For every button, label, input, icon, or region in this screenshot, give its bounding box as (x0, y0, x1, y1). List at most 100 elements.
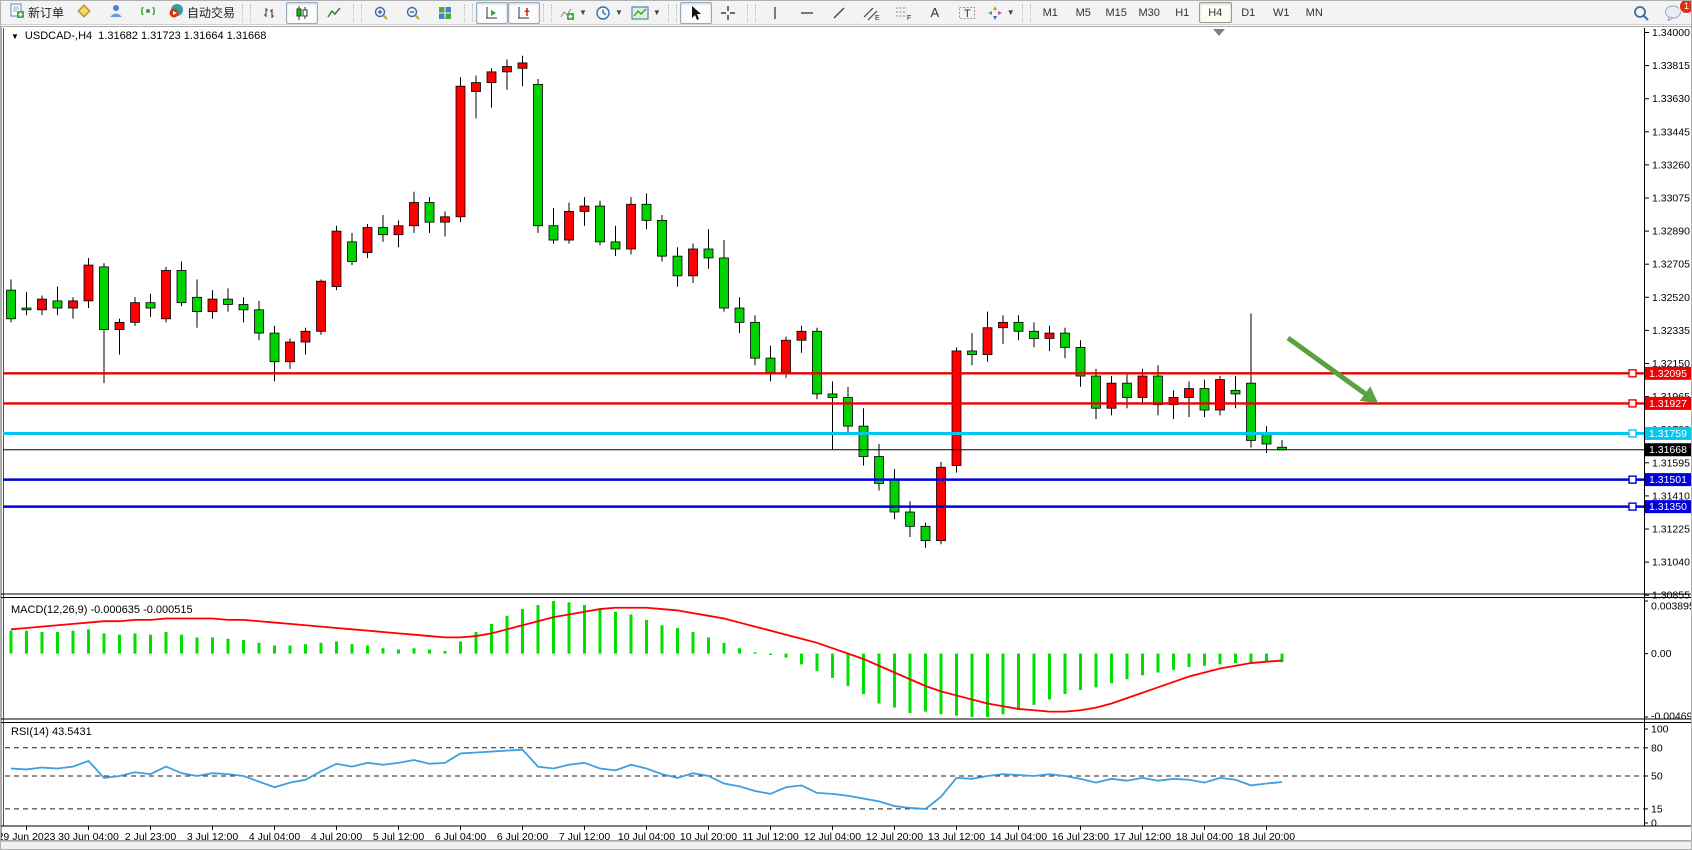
chart-window[interactable]: 1.34000 1.33815 1.33630 1.33445 1.33260 1.330… (1, 26, 1692, 841)
time-tick-label: 29 Jun 2023 (1, 831, 56, 841)
rsi-axis-label: 0 (1651, 818, 1657, 830)
indicators-button[interactable]: ▼ (555, 2, 591, 24)
timeframe-button-M5[interactable]: M5 (1075, 6, 1091, 19)
auto-scroll-button[interactable] (476, 1, 509, 24)
search-button[interactable] (1625, 2, 1657, 24)
timeframe-button-D1[interactable]: D1 (1241, 6, 1256, 19)
price-tick-label: 1.32705 (1652, 259, 1690, 271)
price-badge (1645, 396, 1691, 410)
candlestick-mode-button[interactable] (286, 1, 319, 24)
candle (982, 311, 993, 362)
line-handle[interactable] (1628, 399, 1637, 408)
bar-chart-mode-button[interactable] (254, 2, 286, 24)
macd-indicator-label: MACD(12,26,9) -0.000635 -0.000515 (11, 604, 193, 616)
price-badge-label: 1.31759 (1649, 428, 1687, 440)
price-tick-label: 1.33815 (1652, 60, 1690, 72)
expand-one-click-trading-icon[interactable]: ▼ (11, 31, 19, 41)
candle (936, 461, 946, 545)
text-label-tool-button[interactable]: T (951, 2, 983, 24)
timeframe-button-H4[interactable]: H4 (1198, 2, 1232, 23)
price-badge (1645, 500, 1691, 514)
candle (455, 77, 466, 223)
candle (812, 327, 822, 400)
tile-windows-button[interactable] (429, 2, 461, 24)
candle (967, 333, 977, 366)
timeframe-button-M1[interactable]: M1 (1042, 6, 1058, 19)
timeframe-button-M15[interactable]: M15 (1105, 6, 1127, 19)
time-tick-label: 4 Jul 04:00 (249, 831, 301, 841)
macd-signal-line (10, 606, 1283, 713)
candle (517, 55, 528, 87)
trendline-tool-button[interactable] (823, 2, 855, 24)
price-tick-label: 1.33630 (1652, 93, 1690, 105)
candle (502, 59, 512, 90)
line-chart-mode-button[interactable] (318, 2, 350, 24)
auto-trading-button[interactable]: 自动交易 (164, 2, 239, 24)
notifications-button[interactable]: 1 (1657, 1, 1691, 24)
zoom-out-button[interactable] (397, 2, 429, 24)
candle (114, 318, 125, 355)
svg-text:F: F (907, 15, 911, 21)
trend-arrow-line[interactable] (1286, 335, 1367, 396)
candle (362, 223, 373, 258)
svg-text:E: E (875, 15, 880, 21)
candle (424, 197, 435, 233)
candle (285, 338, 295, 369)
time-tick-label: 16 Jul 23:00 (1052, 831, 1109, 841)
candle (238, 297, 249, 323)
auto-trading-label: 自动交易 (187, 6, 236, 20)
timeframe-button-MN[interactable]: MN (1305, 6, 1323, 19)
chart-shift-button[interactable] (508, 1, 541, 24)
crosshair-tool-button[interactable] (712, 2, 744, 24)
toolbar-separator (242, 3, 252, 22)
chart-shift-marker[interactable] (1213, 29, 1225, 36)
signal-icon (140, 3, 156, 22)
accounts-button[interactable] (100, 2, 132, 24)
toolbar-separator (464, 3, 474, 22)
candle (579, 197, 590, 226)
new-order-button[interactable]: 新订单 (5, 2, 68, 24)
price-chart-canvas[interactable]: 1.34000 1.33815 1.33630 1.33445 1.33260 1.330… (1, 26, 1692, 841)
timeframe-group: M1 M5 M15 M30 H1 H4 D1 W1 MN (1034, 1, 1331, 25)
line-handle[interactable] (1628, 369, 1637, 378)
price-tick-label: 1.31595 (1652, 457, 1690, 469)
candle (874, 444, 884, 491)
rsi-line (10, 748, 1283, 810)
horizontal-line-tool-button[interactable] (791, 2, 823, 24)
macd-histogram (9, 600, 1284, 718)
candle (83, 257, 94, 309)
price-tick-label: 1.30855 (1652, 590, 1690, 602)
templates-button[interactable]: ▼ (627, 2, 665, 24)
candle (610, 225, 621, 257)
rsi-axis-label: 15 (1651, 803, 1663, 815)
timeframe-button-H1[interactable]: H1 (1175, 6, 1190, 19)
trend-arrow-head[interactable] (1359, 386, 1378, 403)
timeframe-button-M30[interactable]: M30 (1138, 6, 1160, 19)
candle (1277, 439, 1287, 451)
timeframe-button-W1[interactable]: W1 (1272, 6, 1290, 19)
candle (331, 225, 342, 291)
signals-button[interactable] (132, 2, 164, 24)
line-handle[interactable] (1628, 429, 1637, 438)
vertical-line-tool-button[interactable] (759, 2, 791, 24)
candle (719, 240, 729, 312)
cursor-tool-button[interactable] (679, 1, 712, 24)
rsi-axis-label: 100 (1651, 724, 1669, 736)
arrows-tool-button[interactable]: ▼ (983, 2, 1019, 24)
fibonacci-tool-button[interactable]: F (887, 2, 919, 24)
text-tool-button[interactable]: A (930, 5, 940, 20)
line-handle[interactable] (1628, 475, 1637, 484)
candle (703, 229, 714, 269)
zoom-in-button[interactable] (365, 2, 397, 24)
price-badge-label: 1.31501 (1649, 474, 1687, 486)
candle (440, 211, 450, 237)
line-handle[interactable] (1628, 502, 1637, 511)
periods-button[interactable]: ▼ (591, 2, 627, 24)
notification-badge: 1 (1679, 1, 1691, 14)
candle (672, 247, 683, 287)
new-order-icon (9, 3, 25, 22)
equidistant-channel-tool-button[interactable]: E (855, 2, 887, 24)
candle (207, 290, 218, 319)
market-watch-button[interactable] (68, 2, 100, 24)
